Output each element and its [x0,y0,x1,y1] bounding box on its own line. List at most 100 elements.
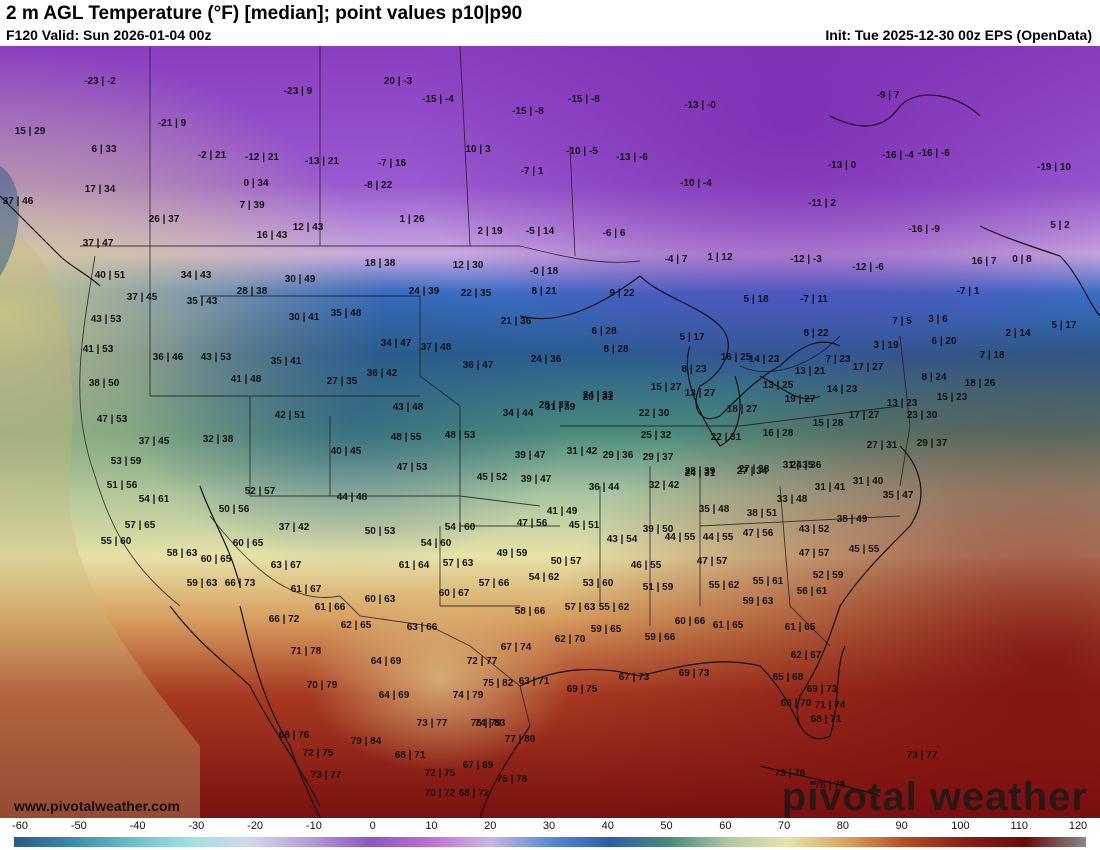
point-value-label: 60 | 67 [438,588,470,599]
point-value-label: 68 | 72 [458,788,490,799]
point-value-label: 2 | 14 [1005,328,1031,339]
point-value-label: 7 | 39 [239,200,265,211]
point-value-label: 55 | 62 [708,580,740,591]
point-value-label: 61 | 67 [290,584,322,595]
colorbar-scale [14,837,1086,847]
point-value-label: 22 | 30 [638,408,670,419]
point-value-label: 62 | 70 [554,634,586,645]
point-value-label: 49 | 59 [496,548,528,559]
point-value-label: 70 | 79 [306,680,338,691]
point-value-label: 16 | 7 [971,256,997,267]
point-value-label: 13 | 25 [762,380,794,391]
pivotal-weather-logo: pivotal weather [781,775,1088,818]
point-value-label: -16 | -4 [882,150,914,161]
point-value-label: 54 | 62 [528,572,560,583]
point-value-label: 37 | 45 [126,292,158,303]
point-value-label: 10 | 3 [465,144,491,155]
point-value-label: -12 | -3 [790,254,822,265]
point-value-label: 64 | 69 [370,656,402,667]
point-value-label: 18 | 38 [364,258,396,269]
point-value-label: 70 | 72 [424,788,456,799]
point-value-label: 42 | 51 [274,410,306,421]
point-value-label: 27 | 31 [866,440,898,451]
point-value-label: 66 | 73 [224,578,256,589]
point-value-label: -7 | 16 [377,158,407,169]
point-value-label: 39 | 50 [642,524,674,535]
point-value-label: 28 | 38 [236,286,268,297]
point-value-label: 23 | 30 [906,410,938,421]
point-value-label: 74 | 83 [474,718,506,729]
point-value-label: 62 | 65 [340,620,372,631]
point-value-label: 15 | 27 [650,382,682,393]
temperature-map[interactable]: -23 | -2 -23 | 9 20 | -3 -15 | -4 -15 | -8 -1… [0,46,1100,818]
point-value-label: 43 | 52 [798,524,830,535]
point-value-label: 24 | 36 [790,460,822,471]
point-value-label: 18 | 26 [964,378,996,389]
point-value-label: 37 | 48 [420,342,452,353]
point-value-label: 47 | 53 [96,414,128,425]
point-value-label: -8 | 22 [363,180,393,191]
point-value-label: 21 | 36 [500,316,532,327]
point-value-label: 45 | 52 [476,472,508,483]
point-value-label: 38 | 49 [836,514,868,525]
colorbar-tick-label: -20 [247,820,264,832]
temperature-field [0,46,1100,818]
point-value-label: 61 | 65 [784,622,816,633]
point-value-label: 24 | 36 [530,354,562,365]
point-value-label: 28 | 37 [538,400,570,411]
point-value-label: 53 | 59 [110,456,142,467]
point-value-label: 61 | 64 [398,560,430,571]
point-value-label: 13 | 23 [886,398,918,409]
point-value-label: 13 | 21 [794,366,826,377]
point-value-label: 73 | 77 [906,750,938,761]
point-value-label: 79 | 84 [350,736,382,747]
point-value-label: 51 | 56 [106,480,138,491]
point-value-label: 59 | 65 [590,624,622,635]
point-value-label: -7 | 1 [956,286,980,297]
point-value-label: 57 | 63 [564,602,596,613]
point-value-label: 57 | 65 [124,520,156,531]
point-value-label: -9 | 7 [876,90,900,101]
point-value-label: 58 | 66 [514,606,546,617]
site-watermark: www.pivotalweather.com [14,798,180,814]
point-value-label: 50 | 53 [364,526,396,537]
colorbar-tick-label: -50 [70,820,87,832]
point-value-label: 16 | 28 [762,428,794,439]
point-value-label: 69 | 73 [806,684,838,695]
point-value-label: 47 | 57 [696,556,728,567]
point-value-label: 36 | 47 [462,360,494,371]
point-value-label: 57 | 63 [442,558,474,569]
point-value-label: 54 | 60 [420,538,452,549]
point-value-label: 17 | 27 [852,362,884,373]
point-value-label: 57 | 66 [478,578,510,589]
point-value-label: 50 | 57 [550,556,582,567]
point-value-label: 63 | 66 [406,622,438,633]
point-value-label: 25 | 32 [640,430,672,441]
point-value-label: 54 | 61 [138,494,170,505]
point-value-label: -4 | 7 [664,254,688,265]
point-value-label: 55 | 62 [598,602,630,613]
point-value-label: 27 | 34 [736,466,768,477]
point-value-label: 55 | 60 [100,536,132,547]
point-value-label: 22 | 31 [710,432,742,443]
point-value-label: 38 | 51 [746,508,778,519]
point-value-label: 73 | 76 [774,768,806,779]
point-value-label: 36 | 44 [588,482,620,493]
point-value-label: -10 | -5 [566,146,598,157]
point-value-label: 72 | 75 [302,748,334,759]
point-value-label: 74 | 79 [452,690,484,701]
point-value-label: 63 | 67 [270,560,302,571]
point-value-label: 69 | 75 [566,684,598,695]
point-value-label: 40 | 45 [330,446,362,457]
point-value-label: 59 | 63 [742,596,774,607]
point-value-label: 43 | 48 [392,402,424,413]
point-value-label: 68 | 71 [394,750,426,761]
point-value-label: 2 | 19 [477,226,503,237]
point-value-label: 53 | 60 [582,578,614,589]
point-value-label: 31 | 39 [544,402,576,413]
point-value-label: 69 | 73 [678,668,710,679]
colorbar-tick-label: 80 [836,820,849,832]
point-value-label: -10 | -4 [680,178,712,189]
point-value-label: 44 | 55 [664,532,696,543]
point-value-label: 29 | 36 [602,450,634,461]
